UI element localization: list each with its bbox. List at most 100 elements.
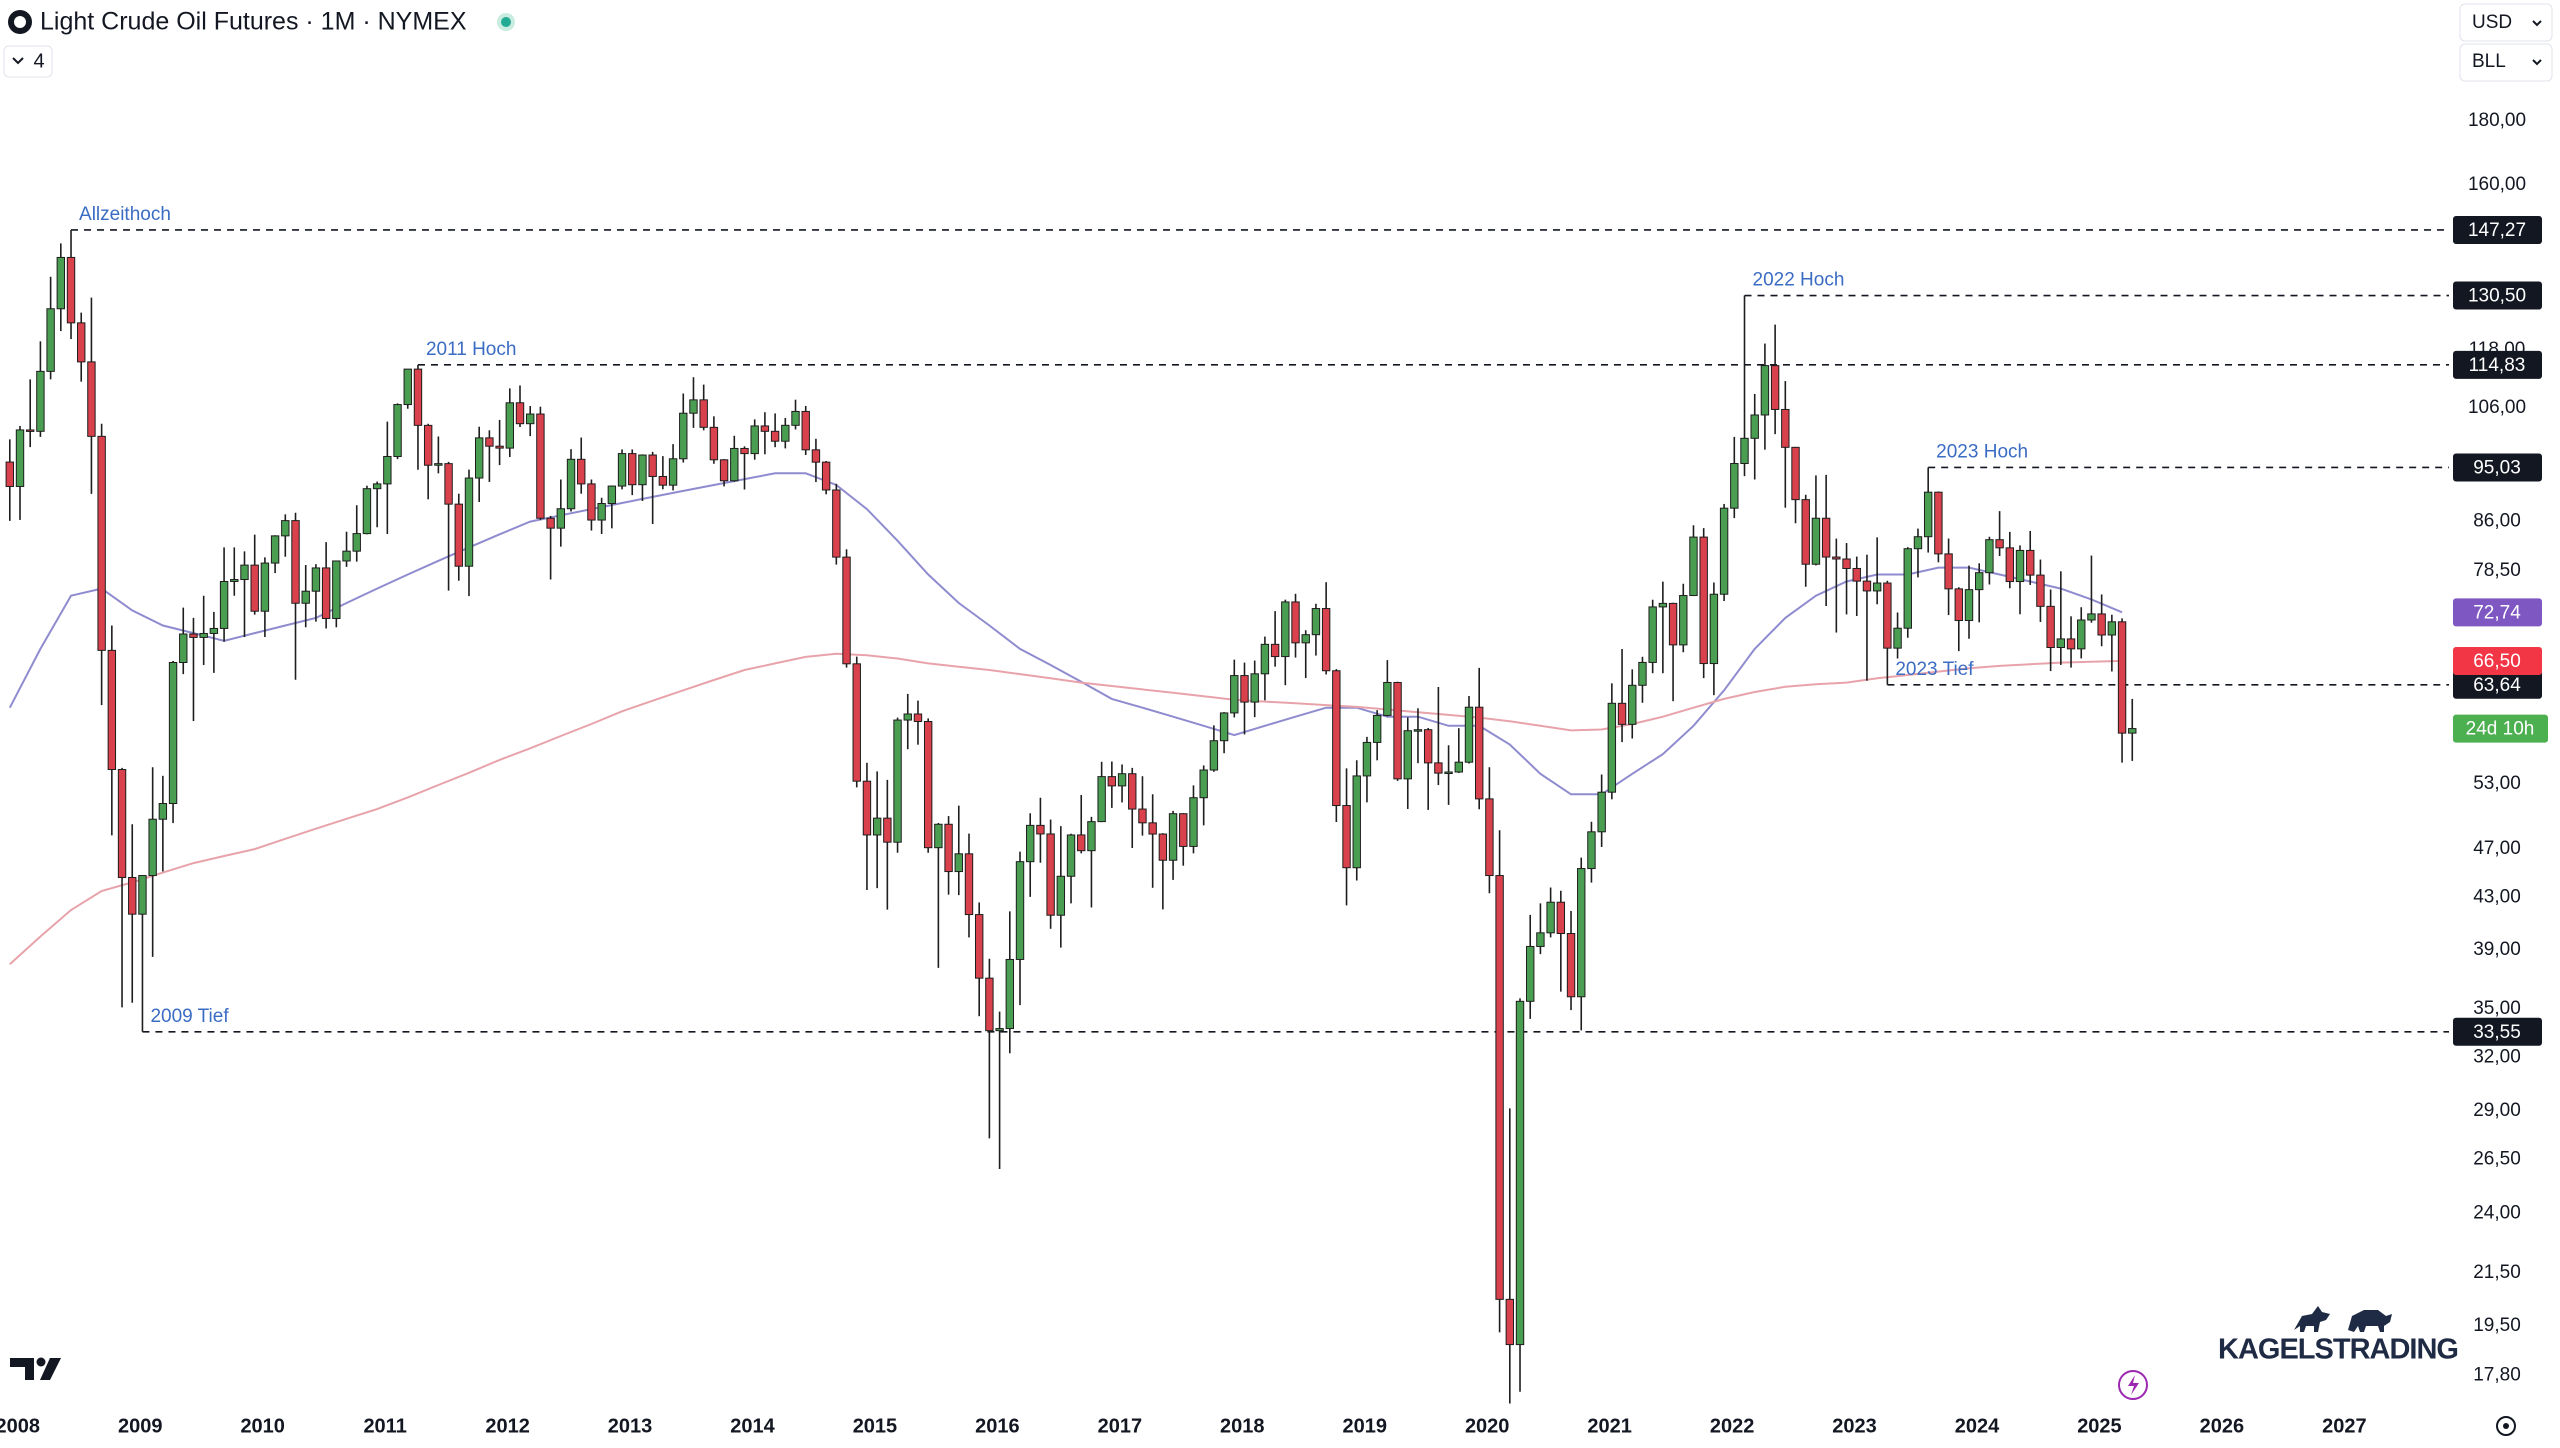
candle-body <box>587 483 596 521</box>
candle-body <box>1832 556 1841 560</box>
candle-body <box>883 817 892 843</box>
candle-body <box>985 977 994 1032</box>
candle-body <box>1332 670 1341 807</box>
level-label: 2022 Hoch <box>1753 270 1845 291</box>
candle-body <box>566 458 576 510</box>
candle-body <box>1709 593 1719 665</box>
y-tick-label: 180,00 <box>2468 110 2526 131</box>
level-label: 2011 Hoch <box>426 339 516 360</box>
x-tick-label: 2020 <box>1465 1415 1510 1437</box>
candle-body <box>1740 437 1749 465</box>
candle-body <box>1872 582 1882 592</box>
price-label: 114,83 <box>2469 355 2526 376</box>
candle-body <box>1056 875 1066 916</box>
candle-body <box>1699 536 1708 665</box>
symbol-title[interactable]: Light Crude Oil Futures · 1M · NYMEX <box>40 8 467 36</box>
price-label-box <box>2453 350 2542 379</box>
candle-body <box>679 412 688 460</box>
unit[interactable]: BLL <box>2472 51 2506 72</box>
x-tick-label: 2010 <box>240 1415 285 1437</box>
candle-body <box>1087 821 1096 852</box>
currency-button[interactable] <box>2459 3 2553 42</box>
candle-body <box>852 663 861 782</box>
y-tick-label: 26,50 <box>2473 1149 2521 1170</box>
candle-body <box>1505 1298 1515 1346</box>
x-tick-label: 2021 <box>1587 1415 1632 1437</box>
candle-body <box>2066 638 2076 650</box>
layout-count[interactable]: 4 <box>33 50 44 72</box>
candle-body <box>1495 875 1504 1300</box>
candle-body <box>1566 933 1576 998</box>
candle-body <box>2128 728 2137 734</box>
candle-body <box>474 437 484 479</box>
candle-body <box>87 361 96 437</box>
y-tick-label: 19,50 <box>2473 1315 2521 1336</box>
candle-body <box>219 580 229 629</box>
candle-body <box>1607 702 1617 793</box>
candle-body <box>1770 365 1780 410</box>
x-tick-label: 2026 <box>2200 1415 2245 1437</box>
level-label: 2009 Tief <box>150 1006 229 1027</box>
candle-body <box>1281 601 1290 658</box>
candle-body <box>1750 414 1759 439</box>
price-label-box <box>2453 670 2542 699</box>
y-tick-label: 160,00 <box>2468 174 2526 195</box>
candle-body <box>240 564 249 581</box>
y-tick-label: 32,00 <box>2473 1046 2521 1067</box>
status-dot <box>501 17 511 27</box>
candle-body <box>1975 572 1984 591</box>
currency[interactable]: USD <box>2472 12 2512 33</box>
candle-body <box>903 713 912 721</box>
candle-body <box>291 520 300 604</box>
candle-body <box>1628 684 1637 725</box>
layout-button[interactable] <box>3 45 53 78</box>
candle-body <box>434 463 443 466</box>
candle-body <box>2026 549 2035 576</box>
candle-body <box>1852 567 1861 582</box>
candle-body <box>1862 580 1872 592</box>
candle-body <box>1679 595 1688 646</box>
x-tick-label: 2009 <box>118 1415 163 1437</box>
unit-button[interactable] <box>2459 43 2553 82</box>
candle-body <box>1760 365 1770 416</box>
candle-body <box>1026 824 1035 863</box>
candle-body <box>464 477 474 567</box>
candle-body <box>689 399 698 414</box>
candle-body <box>2056 638 2066 649</box>
settings-icon[interactable] <box>2496 1416 2516 1436</box>
candle-body <box>1883 582 1892 649</box>
candle-body <box>2015 549 2025 583</box>
countdown-box <box>2453 714 2548 743</box>
candle-body <box>1291 601 1300 644</box>
candle-body <box>628 453 637 486</box>
candle-body <box>1474 706 1484 800</box>
candle-body <box>1199 769 1208 799</box>
candle-body <box>1954 588 1963 622</box>
tradingview-logo[interactable] <box>10 1357 61 1381</box>
candle-body <box>699 399 708 428</box>
candle-body <box>1454 761 1463 773</box>
y-tick-label: 24,00 <box>2473 1202 2521 1223</box>
y-tick-label: 29,00 <box>2473 1100 2521 1121</box>
candle-body <box>1515 1000 1525 1346</box>
x-tick-label: 2023 <box>1832 1415 1877 1437</box>
countdown-label: 24d 10h <box>2466 719 2535 740</box>
candle-body <box>352 533 361 552</box>
x-tick-label: 2025 <box>2077 1415 2122 1437</box>
candle-body <box>546 517 555 529</box>
candle-body <box>2107 621 2117 636</box>
candle-body <box>944 823 953 873</box>
price-labels: 147,27 130,50 114,83 95,03 63,64 33,55 72,74 66… <box>2453 215 2548 1046</box>
candle-body <box>1648 606 1657 663</box>
candle-body <box>423 424 433 466</box>
candle-body <box>372 483 382 490</box>
candle-body <box>668 458 678 486</box>
candle-body <box>5 461 14 487</box>
y-tick-label: 39,00 <box>2473 939 2521 960</box>
candle-body <box>750 425 759 455</box>
candle-body <box>1301 634 1310 644</box>
candle-body <box>332 560 341 619</box>
candle-body <box>1423 729 1433 764</box>
x-tick-label: 2022 <box>1710 1415 1755 1437</box>
candle-body <box>2005 547 2015 583</box>
